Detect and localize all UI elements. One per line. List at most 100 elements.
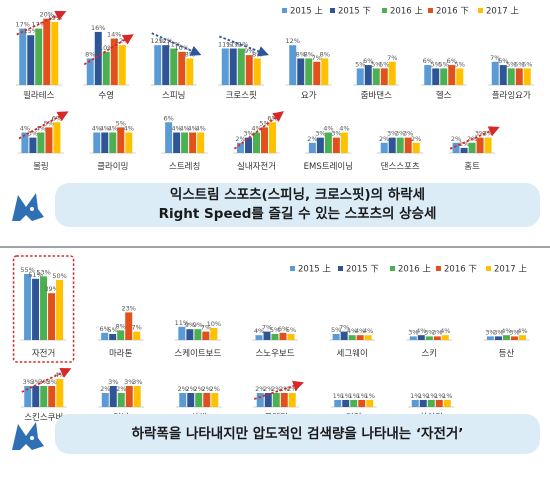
- chart-panel-top-row-2: 4%3%4%5%6%볼링4%4%4%5%4%클라이밍6%4%4%4%4%스트레칭…: [17, 111, 500, 172]
- data-label: 10%: [99, 44, 113, 52]
- bar: [125, 312, 133, 340]
- category-label: 스킨스쿠버: [24, 412, 63, 423]
- bar: [237, 48, 245, 85]
- data-label: 23%: [121, 304, 135, 312]
- bar: [263, 331, 271, 340]
- data-label: 8%: [85, 50, 95, 58]
- bar: [484, 137, 492, 153]
- bar: [35, 28, 43, 85]
- bar: [101, 132, 109, 153]
- bar: [412, 142, 420, 153]
- data-label: 2%: [379, 135, 389, 143]
- bar: [189, 132, 197, 153]
- bar: [202, 331, 210, 340]
- bar: [178, 51, 186, 85]
- data-label: 1%: [459, 140, 469, 148]
- bar: [372, 68, 380, 85]
- bar: [133, 331, 141, 340]
- legend-swatch: [282, 8, 287, 13]
- legend-entry: 2015 上: [290, 7, 323, 17]
- bar: [21, 132, 29, 153]
- bar: [264, 393, 272, 407]
- data-label: 53%: [36, 268, 50, 276]
- data-label: 5%: [439, 60, 449, 68]
- top-caption-line-1: 익스트림 스포츠(스피닝, 크로스핏)의 하락세: [169, 187, 426, 203]
- bar: [350, 400, 358, 407]
- data-label: 16%: [91, 24, 105, 32]
- data-label: 4%: [92, 125, 102, 133]
- data-label: 5%: [371, 60, 381, 68]
- bar: [356, 335, 364, 340]
- data-label: 4%: [108, 125, 118, 133]
- data-label: 50%: [52, 272, 66, 280]
- data-label: 1%: [341, 392, 351, 400]
- data-label: 12%: [159, 37, 173, 45]
- data-label: 5%: [514, 60, 524, 68]
- bar: [279, 332, 287, 340]
- category-label: 클라이밍: [97, 161, 128, 172]
- data-label: 5%: [286, 326, 296, 334]
- bar: [186, 329, 194, 340]
- legend-swatch: [486, 266, 491, 271]
- data-label: 5%: [259, 119, 269, 127]
- bar: [388, 61, 396, 85]
- legend-entry: 2015 下: [346, 265, 379, 275]
- data-label: 1%: [426, 392, 436, 400]
- bar: [48, 386, 56, 407]
- bar: [348, 335, 356, 340]
- data-label: 4%: [416, 327, 426, 335]
- bar: [53, 122, 61, 153]
- data-label: 3%: [108, 378, 118, 386]
- data-label: 2%: [210, 385, 220, 393]
- bar: [486, 336, 494, 340]
- data-label: 14%: [107, 31, 121, 39]
- bar: [170, 48, 178, 85]
- category-label: 크로스핏: [226, 90, 257, 101]
- data-label: 3%: [493, 328, 503, 336]
- bar: [27, 35, 35, 85]
- bar: [288, 393, 296, 407]
- bar: [173, 132, 181, 153]
- bar: [443, 400, 451, 407]
- bar: [165, 122, 173, 153]
- bar: [19, 28, 27, 85]
- data-label: 2%: [255, 385, 265, 393]
- data-label: 7%: [262, 324, 272, 332]
- bar: [32, 386, 40, 407]
- data-label: 3%: [475, 130, 485, 138]
- bar: [109, 334, 117, 340]
- data-label: 4%: [501, 327, 511, 335]
- data-label: 55%: [20, 266, 34, 274]
- data-label: 3%: [47, 378, 57, 386]
- bar: [117, 127, 125, 153]
- data-label: 5%: [108, 326, 118, 334]
- category-label: 스키: [421, 349, 437, 359]
- fox-mascot-icon: [8, 187, 48, 227]
- bar: [502, 335, 510, 340]
- bar: [269, 122, 276, 153]
- data-label: 1%: [333, 392, 343, 400]
- legend: 2015 上 2015 下 2016 上 2016 下 2017 上: [290, 265, 527, 275]
- data-label: 6%: [267, 114, 277, 122]
- bar: [181, 132, 189, 153]
- data-label: 6%: [447, 57, 457, 65]
- bar: [154, 45, 162, 85]
- data-label: 1%: [357, 392, 367, 400]
- bar: [245, 137, 252, 153]
- bar: [332, 334, 340, 340]
- bar: [210, 328, 218, 340]
- data-label: 4%: [171, 125, 181, 133]
- data-label: 1%: [434, 392, 444, 400]
- category-label: 스피닝: [162, 90, 185, 101]
- bar: [358, 400, 366, 407]
- bar: [507, 68, 515, 85]
- bar: [364, 65, 372, 85]
- bar: [515, 68, 523, 85]
- data-label: 5%: [506, 60, 516, 68]
- data-label: 6%: [52, 114, 62, 122]
- bar: [340, 331, 348, 340]
- data-label: 3%: [124, 378, 134, 386]
- data-label: 1%: [349, 392, 359, 400]
- data-label: 2%: [186, 385, 196, 393]
- bar: [316, 137, 324, 153]
